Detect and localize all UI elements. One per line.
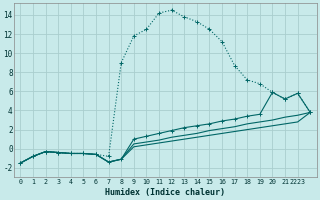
X-axis label: Humidex (Indice chaleur): Humidex (Indice chaleur) [105,188,225,197]
